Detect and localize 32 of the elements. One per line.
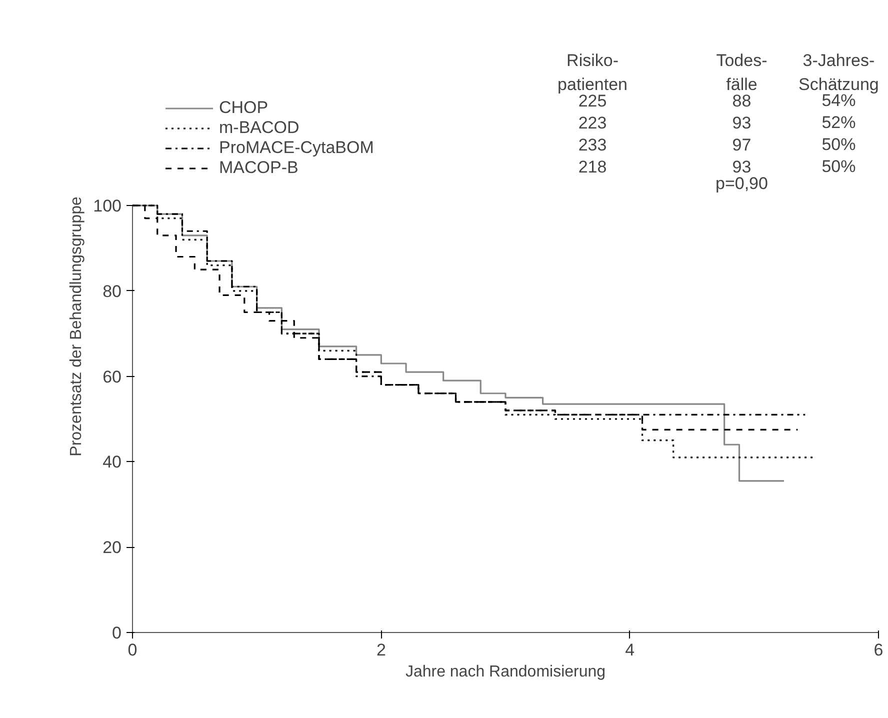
y-tick-label: 80 bbox=[102, 282, 122, 301]
text: p=0,90 bbox=[716, 174, 768, 193]
text: Risiko- patienten bbox=[558, 51, 628, 94]
text: 54% bbox=[822, 91, 856, 110]
text: 52% bbox=[822, 113, 856, 132]
y-tick-label: 20 bbox=[102, 538, 122, 558]
legend-label: ProMACE-CytaBOM bbox=[219, 138, 374, 158]
legend-label: m-BACOD bbox=[219, 118, 300, 138]
x-tick-label: 4 bbox=[625, 640, 635, 660]
y-axis-title: Prozentsatz der Behandlungsgruppe bbox=[68, 196, 86, 456]
text: Todes- fälle bbox=[716, 51, 768, 94]
x-axis-title: Jahre nach Randomisierung bbox=[405, 664, 606, 680]
text: 218 bbox=[578, 158, 607, 176]
y-tick-label: 40 bbox=[102, 452, 122, 472]
text: 50% bbox=[822, 135, 856, 154]
x-tick-label: 0 bbox=[128, 640, 138, 660]
y-tick-label: 0 bbox=[112, 624, 122, 642]
text: 223 bbox=[578, 114, 607, 132]
x-tick-label: 2 bbox=[376, 640, 386, 660]
y-tick-label: 100 bbox=[93, 196, 122, 216]
text: 233 bbox=[578, 136, 607, 154]
y-tick-label: 60 bbox=[102, 367, 122, 386]
x-tick-label: 6 bbox=[874, 640, 884, 660]
text: 93 bbox=[732, 158, 752, 176]
legend-label: MACOP-B bbox=[219, 158, 298, 178]
text: 3-Jahres- Schätzung bbox=[798, 51, 879, 94]
legend-label: CHOP bbox=[219, 98, 268, 118]
text: 88 bbox=[732, 92, 752, 110]
text: 93 bbox=[732, 114, 752, 132]
text: 97 bbox=[732, 136, 752, 154]
text: 225 bbox=[578, 92, 607, 110]
text: 50% bbox=[822, 157, 856, 176]
